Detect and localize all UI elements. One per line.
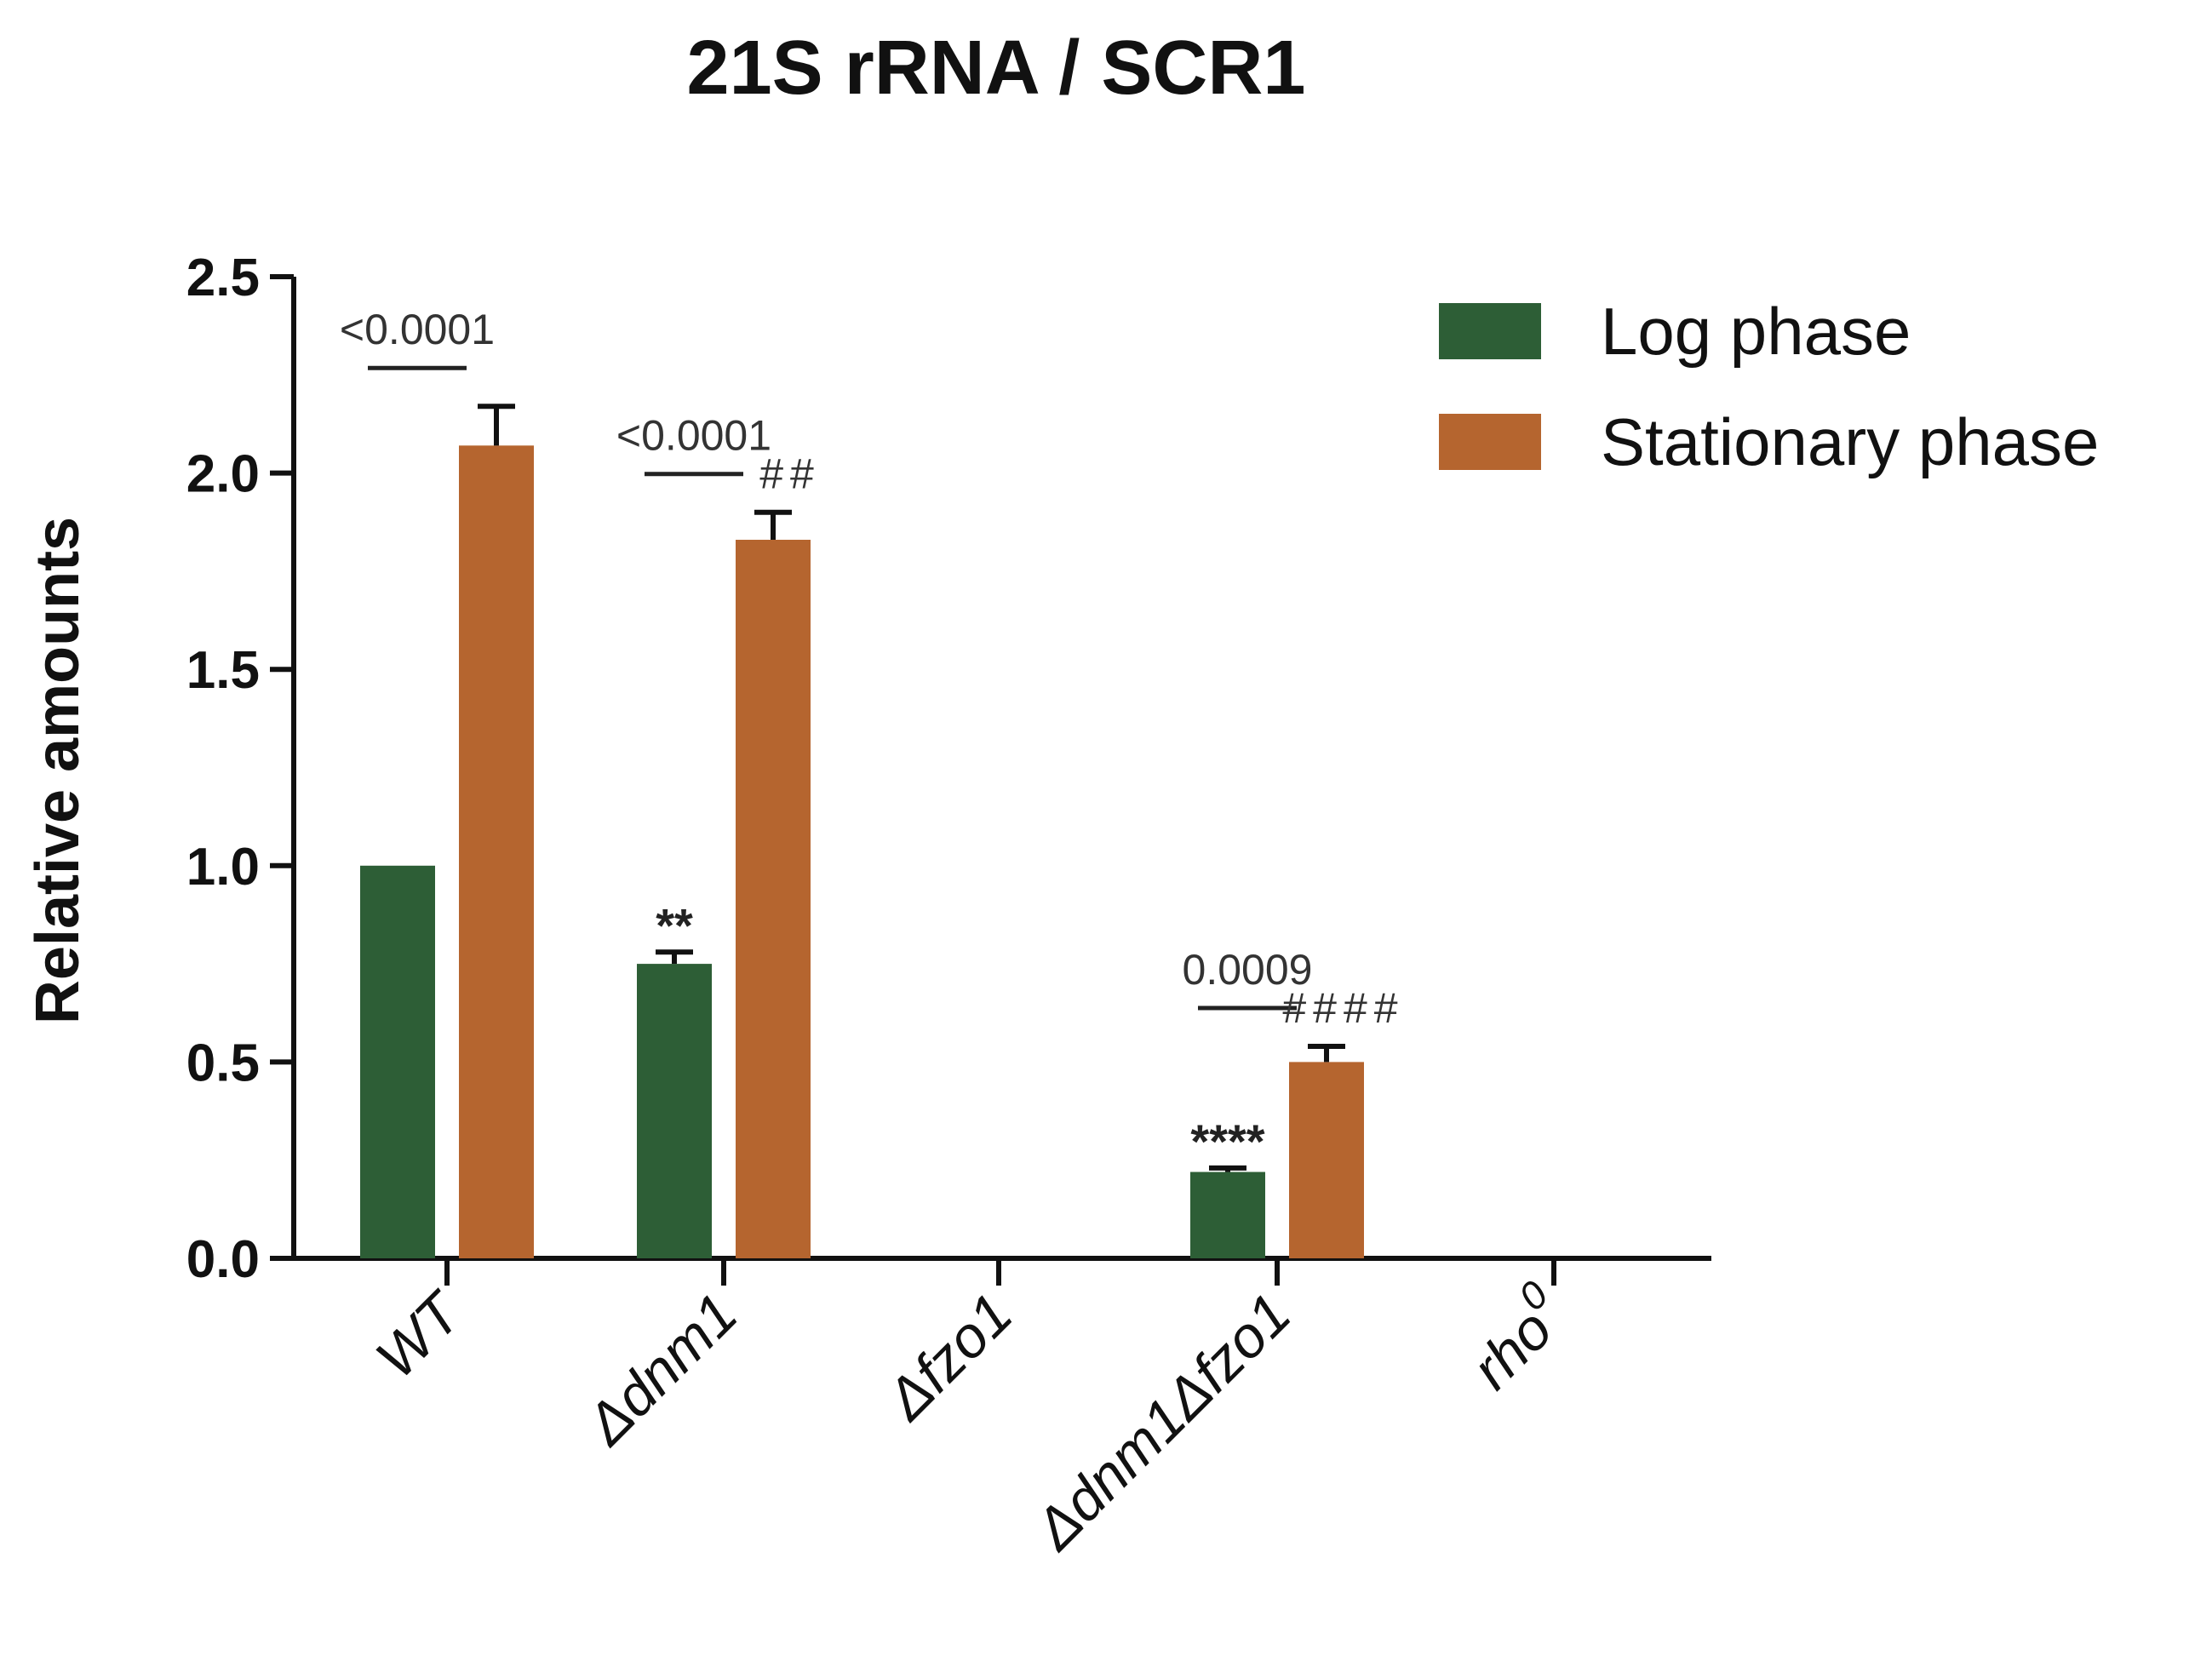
p-value-label: <0.0001 [340, 306, 495, 353]
p-value-label: <0.0001 [616, 412, 771, 460]
x-tick-label: Δfzo1 [873, 1281, 1024, 1433]
x-tick-label-text: Δdnm1 [573, 1281, 750, 1458]
x-tick-label: Δdnm1Δfzo1 [1022, 1281, 1304, 1563]
y-tick-label: 1.0 [186, 838, 260, 897]
bar [1289, 1062, 1364, 1258]
significance-hashes: ## [759, 450, 821, 498]
x-tick-label-text: WT [364, 1279, 476, 1391]
x-tick-label-text: rho [1459, 1297, 1564, 1401]
legend: Log phase Stationary phase [1439, 294, 2099, 479]
y-tick-label: 1.5 [186, 641, 260, 700]
significance-stars: ** [656, 898, 693, 952]
y-tick-label: 2.5 [186, 249, 260, 307]
p-value-label: 0.0009 [1183, 946, 1313, 994]
legend-label: Stationary phase [1601, 404, 2099, 479]
x-tick-label: WT [364, 1279, 476, 1391]
legend-swatch [1439, 303, 1541, 359]
y-axis-ticks: 0.0 0.5 1.0 1.5 2.0 2.5 [186, 249, 294, 1289]
significance-hashes: #### [1282, 984, 1404, 1032]
x-tick-label-text: Δfzo1 [873, 1281, 1024, 1433]
significance-stars: **** [1190, 1114, 1264, 1168]
bar [459, 445, 534, 1258]
chart-title: 21S rRNA / SCR1 [687, 26, 1306, 111]
legend-swatch [1439, 414, 1541, 470]
x-tick-label-text: Δdnm1Δfzo1 [1022, 1281, 1304, 1563]
y-tick-label: 2.0 [186, 445, 260, 504]
y-axis-label: Relative amounts [24, 517, 92, 1024]
error-bars [478, 404, 1345, 1172]
y-tick-label: 0.0 [186, 1230, 260, 1289]
bar [1190, 1171, 1265, 1258]
y-tick-label: 0.5 [186, 1034, 260, 1092]
bar [736, 540, 811, 1258]
x-tick-label: rho0 [1451, 1272, 1580, 1401]
x-tick-label: Δdnm1 [573, 1281, 750, 1458]
bars [360, 445, 1364, 1258]
bar [360, 865, 435, 1258]
bar [637, 964, 712, 1258]
legend-label: Log phase [1601, 294, 1911, 369]
